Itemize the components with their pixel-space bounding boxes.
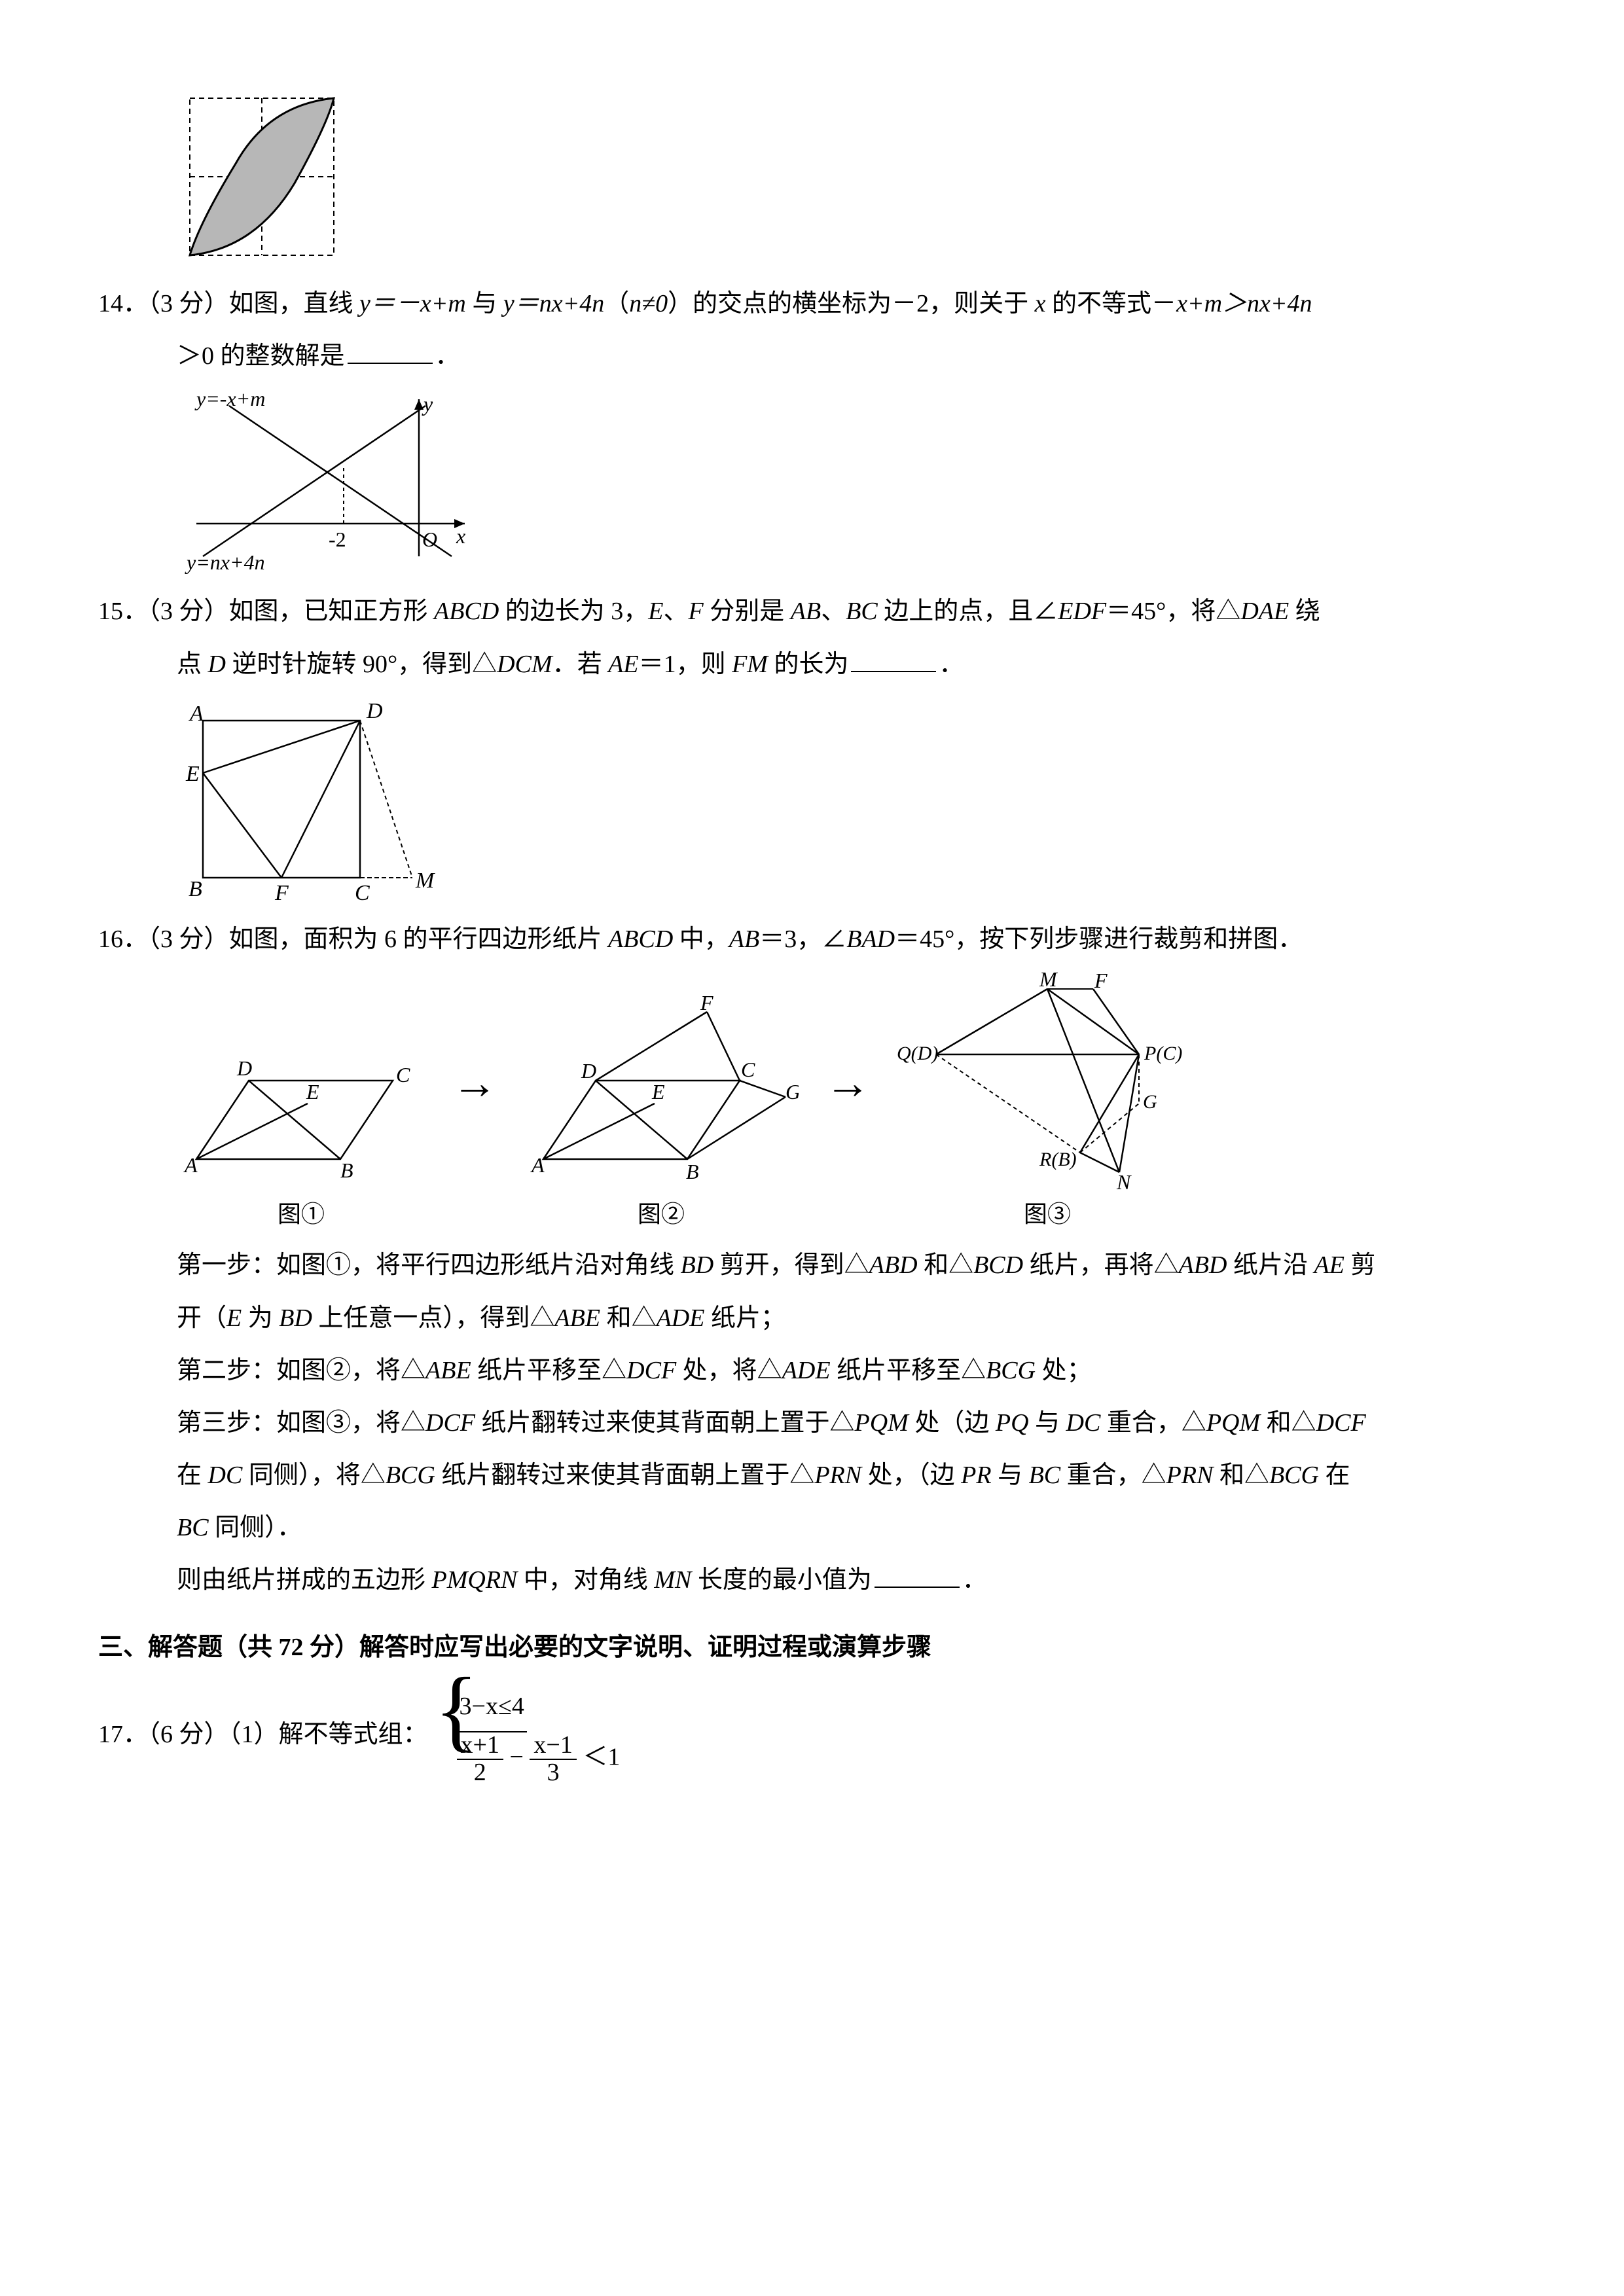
- svg-text:-2: -2: [329, 528, 346, 551]
- q15-figure: A D E B F C M: [177, 694, 1526, 904]
- q16-blank: [875, 1564, 960, 1588]
- question-14: 14．（3 分）如图，直线 y＝－x+m 与 y＝nx+4n（n≠0）的交点的横…: [98, 280, 1526, 380]
- section-3-title: 三、解答题（共 72 分）解答时应写出必要的文字说明、证明过程或演算步骤: [98, 1624, 1526, 1671]
- svg-text:B: B: [686, 1160, 699, 1183]
- svg-text:M: M: [415, 869, 435, 893]
- svg-text:A: A: [530, 1153, 545, 1177]
- svg-text:A: A: [183, 1153, 198, 1177]
- q14-figure: y=-x+m y x O -2 y=nx+4n: [177, 386, 1526, 576]
- question-15: 15．（3 分）如图，已知正方形 ABCD 的边长为 3，E、F 分别是 AB、…: [98, 588, 1526, 687]
- svg-text:G: G: [785, 1080, 799, 1103]
- svg-text:N: N: [1116, 1170, 1132, 1192]
- svg-text:D: D: [581, 1059, 596, 1083]
- svg-text:B: B: [189, 877, 202, 901]
- q14-number: 14．: [98, 290, 148, 317]
- svg-text:G: G: [1143, 1091, 1157, 1113]
- svg-text:D: D: [236, 1056, 252, 1080]
- svg-text:y=-x+m: y=-x+m: [194, 387, 265, 410]
- q16-number: 16．: [98, 925, 148, 953]
- q16-step1: 第一步：如图①，将平行四边形纸片沿对角线 BD 剪开，得到△ABD 和△BCD …: [177, 1242, 1526, 1289]
- svg-text:x: x: [456, 524, 465, 548]
- svg-text:C: C: [741, 1058, 755, 1081]
- q14-blank: [348, 340, 433, 364]
- arrow-icon: →: [825, 1040, 871, 1166]
- svg-text:E: E: [651, 1080, 665, 1103]
- q15-blank: [851, 648, 936, 672]
- svg-text:y=nx+4n: y=nx+4n: [185, 550, 265, 574]
- q16-step3: 第三步：如图③，将△DCF 纸片翻转过来使其背面朝上置于△PQM 处（边 PQ …: [177, 1399, 1526, 1446]
- svg-text:y: y: [422, 392, 433, 416]
- svg-text:R(B): R(B): [1039, 1149, 1077, 1170]
- svg-text:F: F: [700, 996, 713, 1014]
- inequality-system: 3−x≤4 x+12 − x−13 ＜1: [435, 1683, 621, 1786]
- svg-text:F: F: [274, 881, 289, 904]
- svg-text:P(C): P(C): [1144, 1043, 1182, 1064]
- svg-text:C: C: [355, 881, 370, 904]
- svg-text:B: B: [340, 1158, 353, 1182]
- svg-text:D: D: [366, 699, 383, 723]
- svg-text:A: A: [189, 702, 204, 726]
- question-16: 16．（3 分）如图，面积为 6 的平行四边形纸片 ABCD 中，AB＝3，∠B…: [98, 916, 1526, 963]
- svg-text:E: E: [185, 762, 200, 786]
- svg-text:E: E: [306, 1080, 319, 1103]
- svg-text:F: F: [1094, 969, 1108, 992]
- svg-text:O: O: [422, 528, 437, 551]
- q17-number: 17．: [98, 1721, 148, 1748]
- arrow-icon: →: [452, 1040, 497, 1166]
- svg-text:C: C: [396, 1063, 410, 1086]
- svg-text:M: M: [1039, 969, 1058, 991]
- q16-step2: 第二步：如图②，将△ABE 纸片平移至△DCF 处，将△ADE 纸片平移至△BC…: [177, 1347, 1526, 1394]
- question-17: 17．（6 分）（1）解不等式组： 3−x≤4 x+12 − x−13 ＜1: [98, 1683, 1526, 1786]
- q14-points: （3 分）: [148, 290, 229, 317]
- svg-text:Q(D): Q(D): [897, 1043, 938, 1064]
- q15-number: 15．: [98, 598, 148, 625]
- q13-figure: [177, 85, 1526, 268]
- q16-figures: A B C D E 图① → A B C D E: [177, 969, 1526, 1236]
- q16-final: 则由纸片拼成的五边形 PMQRN 中，对角线 MN 长度的最小值为．: [177, 1556, 1526, 1604]
